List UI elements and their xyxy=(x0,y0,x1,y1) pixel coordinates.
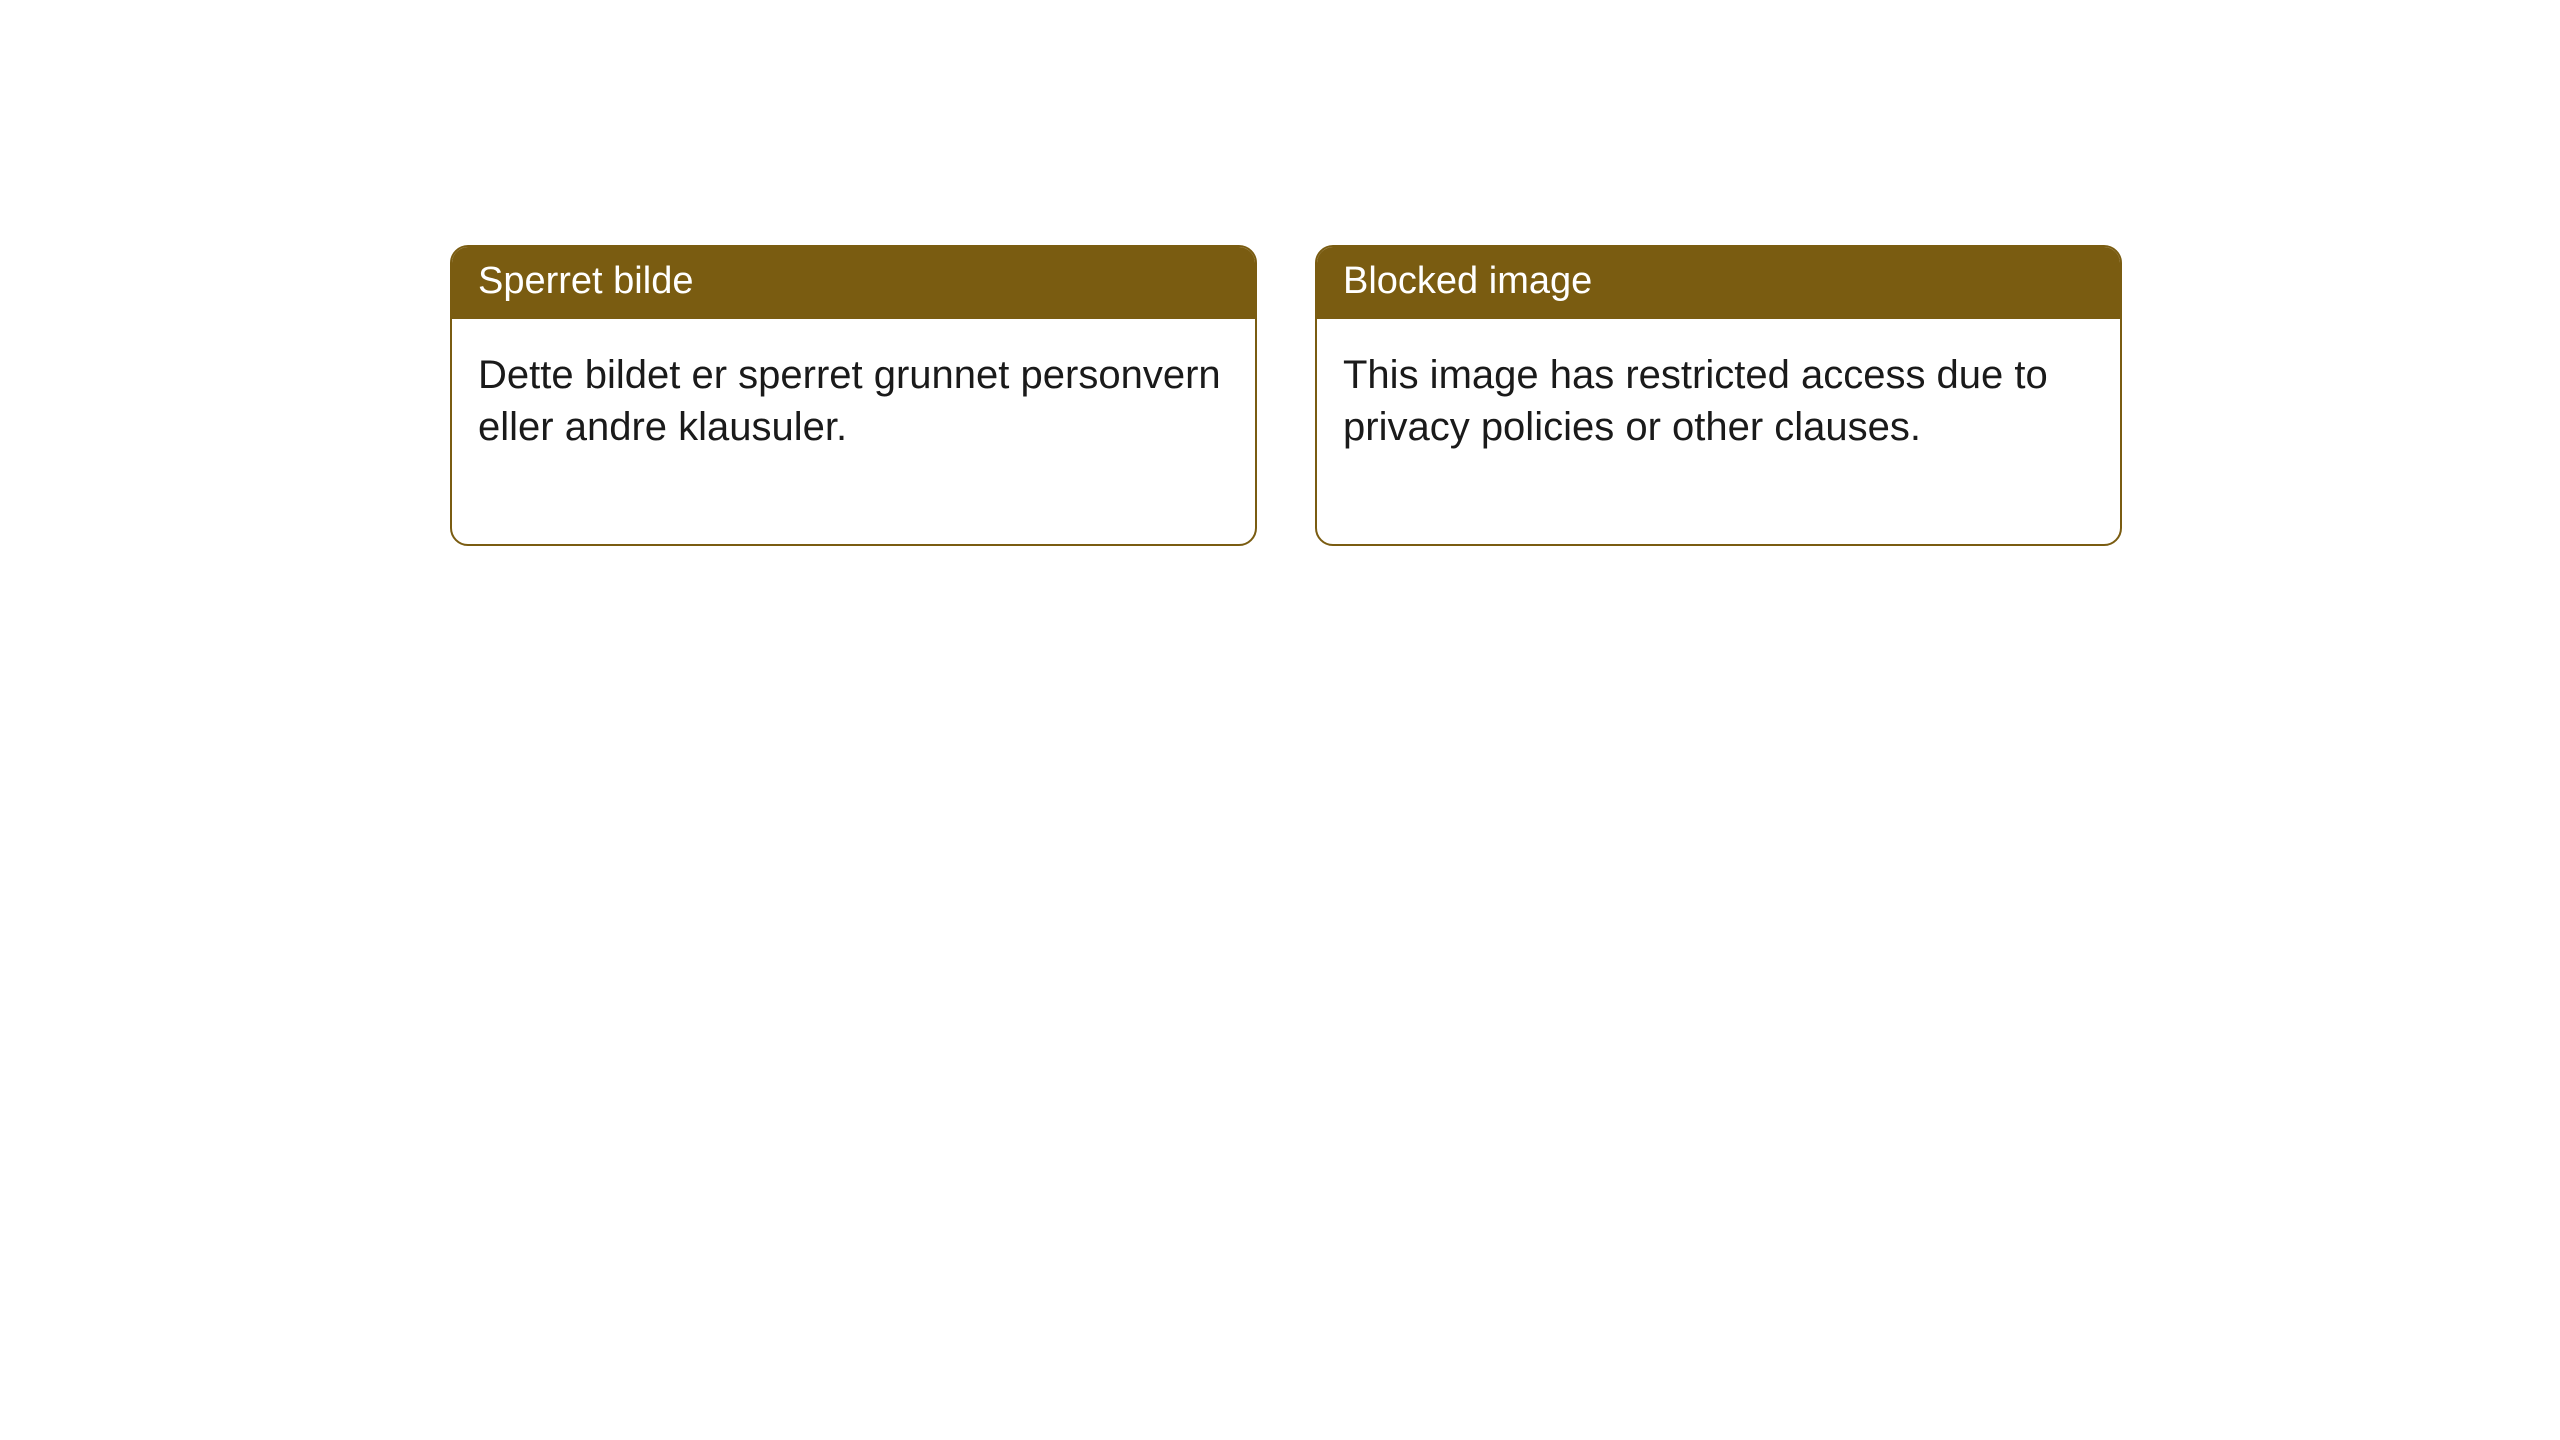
notice-container: Sperret bilde Dette bildet er sperret gr… xyxy=(0,0,2560,546)
notice-header-norwegian: Sperret bilde xyxy=(452,247,1255,319)
notice-body-english: This image has restricted access due to … xyxy=(1317,319,2120,545)
notice-header-english: Blocked image xyxy=(1317,247,2120,319)
notice-box-norwegian: Sperret bilde Dette bildet er sperret gr… xyxy=(450,245,1257,546)
notice-body-norwegian: Dette bildet er sperret grunnet personve… xyxy=(452,319,1255,545)
notice-box-english: Blocked image This image has restricted … xyxy=(1315,245,2122,546)
